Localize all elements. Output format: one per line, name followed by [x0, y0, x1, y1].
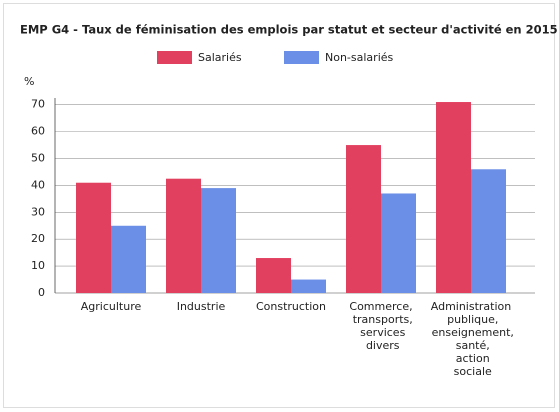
- y-tick-label: 40: [31, 178, 45, 191]
- bar: [346, 145, 381, 293]
- x-tick-label: Agriculture: [81, 300, 142, 313]
- bar: [201, 188, 236, 293]
- legend-label: Salariés: [198, 51, 242, 64]
- bar: [381, 193, 416, 293]
- bar: [111, 225, 146, 293]
- bar: [76, 182, 111, 293]
- y-tick-label: 10: [31, 259, 45, 272]
- bar: [166, 178, 201, 293]
- chart-title: EMP G4 - Taux de féminisation des emploi…: [20, 23, 558, 37]
- legend-label: Non-salariés: [325, 51, 394, 64]
- y-tick-label: 0: [38, 286, 45, 299]
- bar: [436, 102, 471, 293]
- y-tick-label: 60: [31, 125, 45, 138]
- y-tick-label: 70: [31, 98, 45, 111]
- legend-swatch: [284, 51, 319, 64]
- bar: [256, 258, 291, 293]
- y-tick-label: 30: [31, 205, 45, 218]
- y-tick-label: 20: [31, 232, 45, 245]
- x-tick-label: Administration publique, enseignement, s…: [428, 300, 514, 378]
- y-axis-label: %: [24, 75, 34, 88]
- legend-swatch: [157, 51, 192, 64]
- bar: [291, 279, 326, 293]
- x-tick-label: Commerce, transports, services divers: [349, 300, 413, 352]
- x-tick-label: Construction: [256, 300, 326, 313]
- y-tick-label: 50: [31, 152, 45, 165]
- x-tick-label: Industrie: [177, 300, 226, 313]
- bar: [471, 169, 506, 293]
